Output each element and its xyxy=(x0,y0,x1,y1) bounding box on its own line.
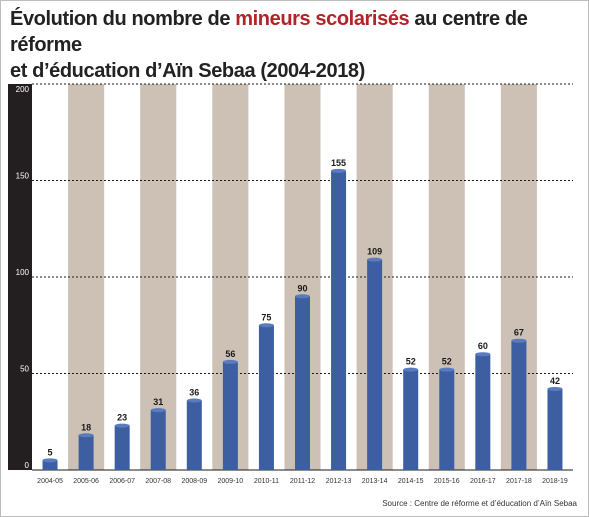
value-label: 56 xyxy=(225,349,235,359)
y-tick-label: 150 xyxy=(16,172,30,181)
bar xyxy=(150,410,166,470)
x-tick-label: 2014-15 xyxy=(398,478,424,485)
bar-cap xyxy=(78,433,94,438)
bar-cap xyxy=(186,398,202,403)
bar-cap xyxy=(295,294,310,299)
value-label: 23 xyxy=(117,413,127,423)
y-tick-labels: 0 50 100 150 200 xyxy=(16,85,30,470)
bar-cap xyxy=(42,458,58,463)
bar-cap xyxy=(475,352,491,357)
y-tick-label: 100 xyxy=(16,268,30,277)
bar xyxy=(475,354,491,470)
x-tick-label: 2013-14 xyxy=(362,478,388,485)
bar-cap xyxy=(403,367,419,372)
x-tick-label: 2006-07 xyxy=(109,478,135,485)
value-label: 5 xyxy=(48,447,53,457)
bar xyxy=(511,340,527,470)
bar xyxy=(295,296,310,470)
bar xyxy=(547,388,563,470)
bar xyxy=(186,400,202,470)
value-label: 18 xyxy=(81,422,91,432)
bar xyxy=(222,361,238,470)
value-label: 36 xyxy=(189,388,199,398)
x-tick-label: 2004-05 xyxy=(37,478,63,485)
bar-cap xyxy=(439,367,455,372)
x-tick-label: 2015-16 xyxy=(434,478,460,485)
bar xyxy=(331,170,347,470)
x-tick-label: 2009-10 xyxy=(218,478,244,485)
bar xyxy=(78,435,94,470)
x-tick-label: 2008-09 xyxy=(181,478,207,485)
x-tick-label: 2018-19 xyxy=(542,478,568,485)
bar-cap xyxy=(331,168,347,173)
bar-cap xyxy=(367,257,383,262)
value-label: 90 xyxy=(297,283,307,293)
background-stripe xyxy=(68,84,105,470)
bar-cap xyxy=(511,338,527,343)
value-label: 155 xyxy=(331,158,346,168)
title-part-2: au centre de réforme xyxy=(10,8,528,56)
bar xyxy=(42,460,58,470)
y-tick-label: 50 xyxy=(20,365,29,374)
title-line-2: et d’éducation d’Aïn Sebaa (2004-2018) xyxy=(10,60,365,82)
value-label: 75 xyxy=(261,312,271,322)
bar xyxy=(439,369,455,470)
y-tick-label: 0 xyxy=(25,461,30,470)
value-label: 31 xyxy=(153,397,163,407)
x-tick-label: 2007-08 xyxy=(145,478,171,485)
y-tick-label: 200 xyxy=(16,85,30,94)
x-tick-label: 2005-06 xyxy=(73,478,99,485)
x-tick-label: 2010-11 xyxy=(254,478,279,485)
value-label: 42 xyxy=(550,376,560,386)
bar-cap xyxy=(547,386,563,391)
value-label: 52 xyxy=(406,357,416,367)
chart-title: Évolution du nombre de mineurs scolarisé… xyxy=(10,6,580,84)
bar-cap xyxy=(258,323,274,328)
x-tick-label: 2016-17 xyxy=(470,478,496,485)
value-label: 109 xyxy=(367,247,382,257)
value-label: 67 xyxy=(514,328,524,338)
bar xyxy=(367,259,383,470)
bar xyxy=(258,325,274,470)
bar-cap xyxy=(222,359,238,364)
bar xyxy=(114,425,130,470)
source-note: Source : Centre de réforme et d’éducatio… xyxy=(382,499,577,508)
background-stripe xyxy=(140,84,177,470)
bars xyxy=(42,168,563,470)
title-part-1: Évolution du nombre de xyxy=(10,8,236,30)
x-tick-label: 2011-12 xyxy=(290,478,315,485)
value-labels: 5 18 23 31 36 56 75 90 155 109 52 52 60 67 42 xyxy=(48,158,560,458)
value-label: 52 xyxy=(442,357,452,367)
y-axis-panel xyxy=(8,84,32,470)
title-highlight: mineurs scolarisés xyxy=(235,8,410,30)
x-tick-labels: 2004-05 2005-06 2006-07 2007-08 2008-09 2009-… xyxy=(37,478,568,485)
x-tick-label: 2017-18 xyxy=(506,478,532,485)
background-stripes xyxy=(68,84,537,470)
x-tick-label: 2012-13 xyxy=(326,478,352,485)
bar-cap xyxy=(114,423,130,428)
value-label: 60 xyxy=(478,341,488,351)
bar xyxy=(403,369,419,470)
bar-cap xyxy=(150,408,166,413)
